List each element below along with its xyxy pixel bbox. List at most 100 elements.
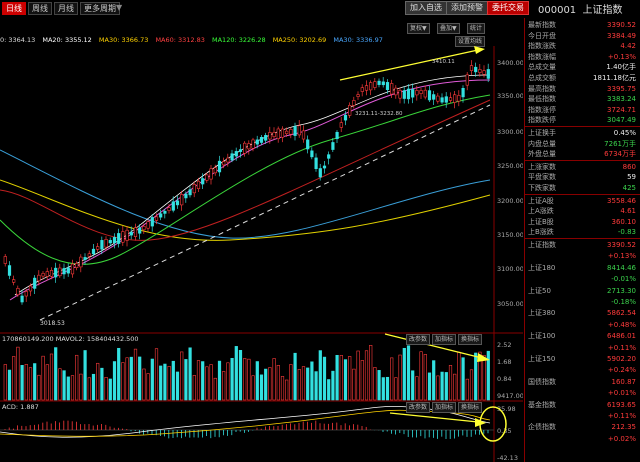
- ma-long-line: [0, 179, 491, 241]
- quote-row: 指数涨跌 4.42: [528, 41, 638, 51]
- volume-bar: [167, 366, 171, 401]
- price-axis-label: 3150.00: [497, 231, 523, 239]
- volume-bar: [146, 373, 150, 401]
- quote-value: 425: [622, 184, 636, 192]
- quote-row: 最新指数 3390.52: [528, 20, 638, 30]
- volume-bar: [159, 365, 163, 401]
- volume-bar: [469, 369, 474, 401]
- quote-label: 外盘总量: [528, 150, 556, 159]
- quote-value: +0.11%: [607, 412, 636, 420]
- candle-body: [310, 150, 314, 158]
- candle-body: [255, 139, 259, 145]
- candle-body: [70, 263, 75, 275]
- volume-bar: [415, 376, 419, 401]
- quote-row: 上证A股 3558.46: [528, 196, 638, 206]
- candle-body: [7, 265, 12, 276]
- candle-body: [138, 227, 142, 234]
- macd-switch-indicator-button[interactable]: 换指标: [458, 402, 483, 413]
- dropdown-arrow-icon[interactable]: ▼: [116, 3, 123, 12]
- candle-body: [469, 65, 474, 71]
- candle-body: [381, 81, 385, 86]
- volume-bar: [62, 370, 66, 401]
- quote-label: 上证50: [528, 286, 551, 295]
- macd-change-params-button[interactable]: 改参数: [406, 402, 431, 413]
- quote-label: 上证180: [528, 263, 556, 272]
- trade-button[interactable]: 委托交易: [487, 1, 529, 15]
- high-annotation: 3410.11: [432, 59, 455, 65]
- volume-bar: [184, 359, 188, 401]
- vol-add-indicator-button[interactable]: 加指标: [432, 334, 457, 345]
- candle-body: [289, 128, 293, 135]
- quote-row: 总成交额 1811.18亿元: [528, 73, 638, 83]
- add-alert-button[interactable]: 添加预警: [446, 1, 488, 15]
- ma-settings-button[interactable]: 设置均线: [455, 36, 486, 47]
- candle-body: [352, 100, 356, 106]
- candle-body: [457, 95, 461, 102]
- tab-weekly[interactable]: 周线: [28, 2, 52, 15]
- tab-monthly[interactable]: 月线: [54, 2, 78, 15]
- volume-bar: [108, 378, 112, 401]
- volume-bar: [272, 358, 276, 401]
- tab-daily[interactable]: 日线: [2, 2, 26, 15]
- volume-bar: [306, 367, 310, 401]
- candle-body: [293, 126, 297, 136]
- add-watchlist-button[interactable]: 加入自选: [405, 1, 447, 15]
- volume-bar: [398, 354, 402, 401]
- overlay-button[interactable]: 叠加▼: [437, 23, 460, 34]
- kline-chart[interactable]: 3400.00 3350.00 3300.00 3250.00 3200.00 …: [0, 46, 523, 462]
- ma-indicator-line: 0: 3364.13 MA20: 3355.12 MA30: 3366.73 M…: [0, 36, 500, 46]
- volume-bar: [12, 356, 16, 401]
- volume-bar: [58, 368, 62, 401]
- volume-bar: [222, 371, 226, 401]
- candle-body: [222, 161, 226, 166]
- adjust-button[interactable]: 复权▼: [407, 23, 430, 34]
- quote-label: 下跌家数: [528, 184, 556, 192]
- ma-prefix: 0: 3364.13: [0, 36, 36, 44]
- candle-body: [474, 66, 478, 73]
- volume-bar: [217, 360, 222, 401]
- price-axis-label: 3250.00: [497, 162, 523, 170]
- volume-bar: [205, 366, 209, 401]
- volume-bar: [255, 361, 259, 401]
- candle-body: [129, 232, 133, 236]
- volume-axis-label: 2.52: [497, 341, 511, 349]
- volume-bar: [192, 375, 196, 401]
- volume-bar: [28, 367, 33, 401]
- volume-bar: [373, 367, 377, 401]
- volume-bar: [335, 354, 339, 401]
- candle-body: [264, 135, 268, 141]
- macd-add-indicator-button[interactable]: 加指标: [432, 402, 457, 413]
- candle-body: [486, 69, 490, 79]
- candle-body: [175, 200, 180, 206]
- quote-label: 上证B股: [528, 217, 554, 226]
- candle-body: [205, 174, 209, 181]
- candle-body: [419, 90, 423, 94]
- candle-body: [427, 90, 432, 101]
- quote-row: 上证50 2713.30: [528, 286, 638, 296]
- volume-bar: [474, 352, 478, 401]
- volume-bar: [364, 350, 369, 401]
- tab-more-periods[interactable]: 更多周期: [80, 2, 120, 15]
- volume-bar: [268, 367, 272, 401]
- quote-row: 上A涨跌 4.61: [528, 206, 638, 216]
- volume-bar: [440, 371, 444, 401]
- vol-switch-indicator-button[interactable]: 换指标: [458, 334, 483, 345]
- quote-label: 指数跌停: [528, 116, 556, 125]
- volume-bars: [3, 345, 490, 401]
- volume-bar: [327, 379, 331, 401]
- quote-row: 上涨家数 860: [528, 162, 638, 172]
- volume-bar: [49, 353, 54, 401]
- price-axis-label: 3350.00: [497, 92, 523, 100]
- volume-bar: [133, 348, 138, 401]
- volume-bar: [293, 352, 297, 401]
- candle-body: [335, 131, 339, 140]
- quote-value: +0.13%: [607, 252, 636, 261]
- vol-change-params-button[interactable]: 改参数: [406, 334, 431, 345]
- quote-label: 总成交量: [528, 63, 556, 72]
- resistance-trendline: [339, 49, 479, 81]
- quote-label: 上证150: [528, 355, 556, 363]
- stats-button[interactable]: 统计: [467, 23, 486, 34]
- volume-bar: [352, 368, 356, 401]
- candle-body: [259, 137, 264, 143]
- candle-body: [96, 246, 100, 250]
